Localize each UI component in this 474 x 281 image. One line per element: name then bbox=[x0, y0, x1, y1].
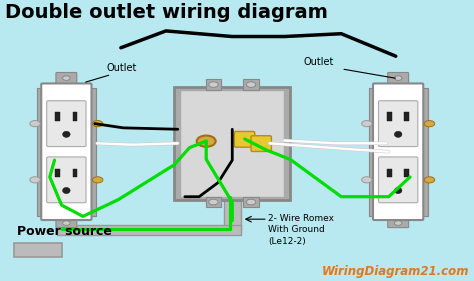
Circle shape bbox=[362, 177, 372, 183]
Circle shape bbox=[246, 199, 256, 205]
Bar bbox=[224, 197, 241, 230]
FancyBboxPatch shape bbox=[378, 101, 418, 147]
Bar bbox=[55, 112, 60, 121]
Circle shape bbox=[362, 121, 372, 127]
FancyBboxPatch shape bbox=[234, 132, 255, 147]
Circle shape bbox=[424, 177, 435, 183]
Bar bbox=[387, 112, 392, 121]
Circle shape bbox=[246, 82, 256, 87]
FancyBboxPatch shape bbox=[56, 72, 77, 85]
FancyBboxPatch shape bbox=[388, 72, 409, 85]
Ellipse shape bbox=[63, 131, 70, 137]
Circle shape bbox=[92, 177, 103, 183]
Bar bbox=[55, 169, 60, 177]
Bar bbox=[174, 87, 290, 200]
Bar bbox=[180, 90, 284, 197]
Ellipse shape bbox=[394, 131, 402, 137]
Circle shape bbox=[30, 177, 40, 183]
FancyBboxPatch shape bbox=[41, 83, 91, 220]
Circle shape bbox=[394, 76, 402, 80]
Circle shape bbox=[197, 135, 216, 147]
Bar bbox=[73, 169, 77, 177]
Bar bbox=[404, 169, 409, 177]
Ellipse shape bbox=[394, 187, 402, 194]
Circle shape bbox=[209, 82, 218, 87]
Bar bbox=[14, 243, 62, 257]
FancyBboxPatch shape bbox=[388, 215, 409, 228]
FancyBboxPatch shape bbox=[251, 136, 272, 151]
Bar bbox=[37, 88, 49, 216]
Bar bbox=[84, 88, 96, 216]
Bar bbox=[244, 79, 259, 90]
Circle shape bbox=[394, 221, 402, 225]
Text: Power source: Power source bbox=[17, 225, 111, 238]
Circle shape bbox=[63, 221, 70, 225]
Bar bbox=[387, 169, 392, 177]
Bar bbox=[57, 225, 241, 235]
Circle shape bbox=[209, 199, 218, 205]
Text: Outlet: Outlet bbox=[107, 63, 137, 73]
Circle shape bbox=[30, 121, 40, 127]
Bar bbox=[206, 197, 221, 207]
FancyBboxPatch shape bbox=[46, 101, 86, 147]
Circle shape bbox=[424, 121, 435, 127]
Circle shape bbox=[63, 76, 70, 80]
FancyBboxPatch shape bbox=[56, 215, 77, 228]
Bar bbox=[404, 112, 409, 121]
FancyBboxPatch shape bbox=[378, 157, 418, 203]
Bar bbox=[368, 88, 380, 216]
Bar bbox=[73, 112, 77, 121]
Circle shape bbox=[92, 121, 103, 127]
Bar bbox=[416, 88, 428, 216]
FancyBboxPatch shape bbox=[46, 157, 86, 203]
Bar bbox=[244, 197, 259, 207]
Ellipse shape bbox=[63, 187, 70, 194]
FancyBboxPatch shape bbox=[373, 83, 423, 220]
Bar bbox=[206, 79, 221, 90]
Text: Double outlet wiring diagram: Double outlet wiring diagram bbox=[5, 3, 328, 22]
Text: WiringDiagram21.com: WiringDiagram21.com bbox=[322, 265, 469, 278]
Text: Outlet: Outlet bbox=[303, 57, 334, 67]
Text: 2- Wire Romex
With Ground
(Le12-2): 2- Wire Romex With Ground (Le12-2) bbox=[268, 214, 334, 246]
